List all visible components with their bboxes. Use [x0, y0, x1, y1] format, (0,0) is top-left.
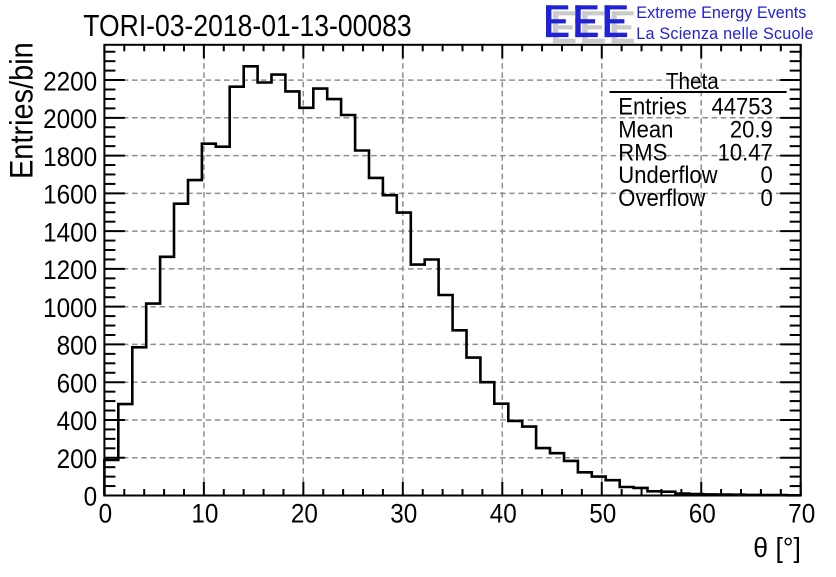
svg-text:Underflow: Underflow — [618, 161, 717, 188]
svg-text:600: 600 — [57, 369, 98, 398]
svg-text:40: 40 — [490, 499, 517, 528]
svg-text:1000: 1000 — [43, 294, 97, 323]
svg-text:1400: 1400 — [43, 218, 97, 247]
svg-text:Entries/bin: Entries/bin — [4, 42, 40, 179]
svg-text:20.9: 20.9 — [730, 115, 773, 142]
svg-text:Theta: Theta — [666, 68, 720, 94]
svg-text:Mean: Mean — [618, 115, 673, 142]
svg-text:1200: 1200 — [43, 256, 97, 285]
svg-text:10: 10 — [191, 499, 218, 528]
svg-text:30: 30 — [390, 499, 417, 528]
svg-text:10.47: 10.47 — [718, 138, 773, 165]
svg-text:50: 50 — [589, 499, 616, 528]
svg-text:1600: 1600 — [43, 180, 97, 209]
svg-text:400: 400 — [57, 407, 98, 436]
svg-text:0: 0 — [99, 499, 113, 528]
svg-text:70: 70 — [788, 499, 815, 528]
svg-text:44753: 44753 — [711, 92, 772, 119]
svg-text:2000: 2000 — [43, 105, 97, 134]
svg-text:60: 60 — [689, 499, 716, 528]
svg-text:20: 20 — [291, 499, 318, 528]
svg-text:Overflow: Overflow — [618, 184, 705, 211]
svg-text:RMS: RMS — [618, 138, 667, 165]
svg-text:TORI-03-2018-01-13-00083: TORI-03-2018-01-13-00083 — [83, 10, 411, 44]
svg-text:0: 0 — [84, 483, 98, 512]
svg-text:0: 0 — [761, 184, 773, 211]
svg-text:800: 800 — [57, 331, 98, 360]
svg-text:θ [°]: θ [°] — [753, 531, 801, 563]
svg-text:La Scienza nelle Scuole: La Scienza nelle Scuole — [636, 25, 813, 43]
svg-text:200: 200 — [57, 445, 98, 474]
svg-text:2200: 2200 — [43, 67, 97, 96]
svg-text:0: 0 — [761, 161, 773, 188]
svg-text:Entries: Entries — [618, 92, 687, 119]
svg-text:1800: 1800 — [43, 143, 97, 172]
svg-text:Extreme Energy Events: Extreme Energy Events — [636, 4, 806, 22]
